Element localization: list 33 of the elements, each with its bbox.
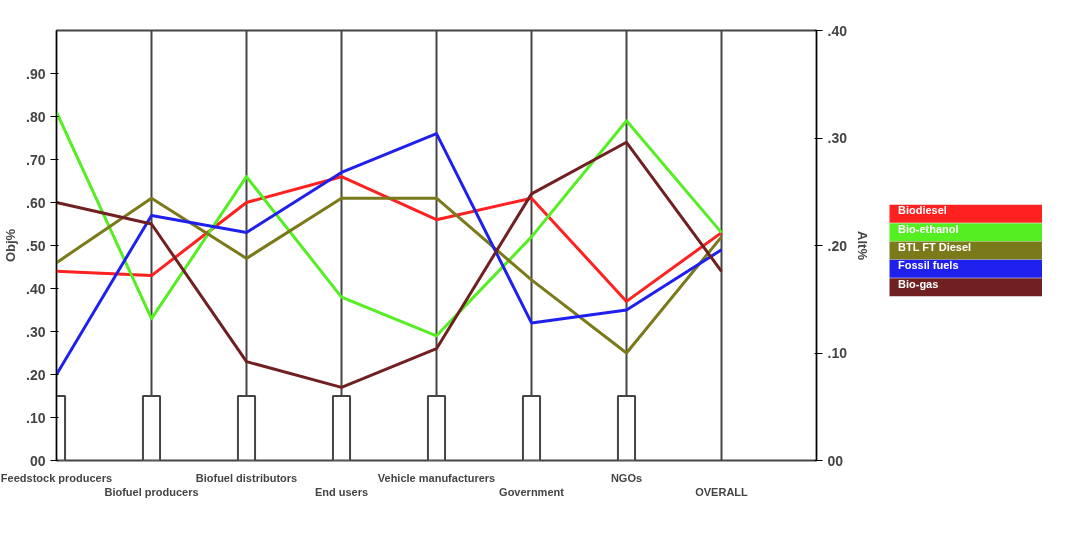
line-series — [56, 110, 723, 338]
line-series — [56, 175, 723, 303]
text: Biodiesel — [898, 204, 947, 217]
y-tick-label: .50 — [26, 237, 46, 254]
y2-axis-title: Alt% — [854, 231, 870, 261]
text: Fossil fuels — [898, 259, 959, 272]
x-tick-label: End users — [314, 485, 369, 498]
y-tick-label: .60 — [26, 194, 46, 211]
x-tick-label: Vehicle manufacturers — [377, 471, 496, 484]
y-tick-label: .20 — [26, 366, 46, 383]
y-tick-label: .70 — [26, 151, 46, 168]
x-tick-label: Feedstock producers — [0, 471, 113, 484]
x-tick-label: NGOs — [610, 471, 643, 484]
x-tick-label: Biofuel distributors — [195, 471, 298, 484]
y2-tick-label: .30 — [827, 130, 848, 146]
y-tick-label: .40 — [26, 280, 46, 297]
x-tick-label: OVERALL — [695, 485, 749, 498]
y2-tick-label: .10 — [827, 345, 848, 361]
y2-tick-label: .40 — [827, 22, 848, 39]
y-tick-label: .10 — [26, 409, 46, 426]
y-tick-label: .90 — [26, 65, 46, 82]
x-tick-label: Biofuel producers — [104, 485, 199, 498]
text: Bio-gas — [898, 277, 939, 290]
line-series — [56, 196, 723, 355]
text: Bio-ethanol — [898, 222, 959, 235]
x-tick-label: Government — [499, 485, 565, 498]
y2-tick-label: .20 — [827, 237, 848, 254]
y2-tick-label: 00 — [827, 452, 844, 469]
y-tick-label: .30 — [26, 323, 46, 340]
text: BTL FT Diesel — [898, 240, 972, 253]
y-tick-label: .80 — [26, 108, 46, 125]
y-axis-title: Obj% — [3, 228, 19, 263]
y-tick-label: 00 — [29, 452, 46, 469]
